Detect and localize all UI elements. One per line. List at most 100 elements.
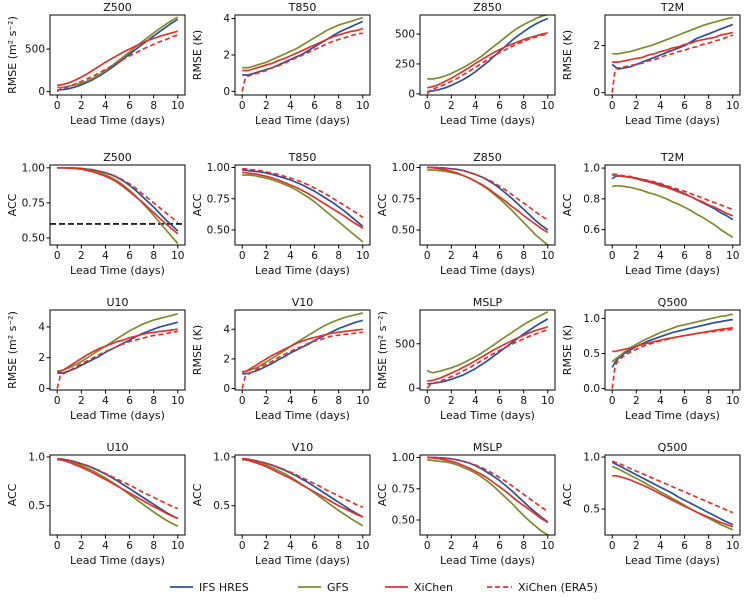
y-tick-label: 0.50 xyxy=(392,515,415,527)
series-line-gfs xyxy=(612,16,733,55)
series-group xyxy=(241,312,364,389)
series-line-xe xyxy=(242,458,364,508)
x-tick-label: 4 xyxy=(657,100,664,112)
plot-frame xyxy=(419,14,556,96)
x-tick-label: 6 xyxy=(681,395,688,407)
series-line-xe xyxy=(427,456,549,513)
panel-1: Z500 0 2 4 6 8 10 0 500 Lead Time (days) RMSE (m² … xyxy=(6,1,186,127)
plot-frame xyxy=(234,454,371,536)
series-line-xi xyxy=(427,456,549,524)
y-tick-label: 1.00 xyxy=(207,162,230,174)
series-line-xe xyxy=(611,460,734,514)
x-tick-label: 4 xyxy=(472,100,479,112)
x-tick-label: 2 xyxy=(448,250,455,262)
y-axis-label: RMSE (m² s⁻²) xyxy=(6,311,19,389)
panel-title: U10 xyxy=(106,296,128,309)
panel-title: Z850 xyxy=(473,151,502,164)
panel-16: Q500 0 2 4 6 8 10 0.5 1.0 Lead Time (days) ACC xyxy=(561,441,741,567)
x-tick-label: 2 xyxy=(78,540,85,552)
y-tick-label: 1.0 xyxy=(28,451,45,463)
x-tick-label: 8 xyxy=(705,100,712,112)
series-group xyxy=(426,15,549,95)
x-tick-label: 0 xyxy=(239,100,246,112)
legend-entry-gfs: GFS xyxy=(298,581,349,594)
panel-title: Z500 xyxy=(103,151,132,164)
x-tick-label: 2 xyxy=(448,100,455,112)
y-tick-label: 0.75 xyxy=(207,193,230,205)
series-group xyxy=(611,313,733,389)
series-line-xi xyxy=(56,328,178,374)
series-line-gfs xyxy=(57,16,179,89)
panel-title: Z500 xyxy=(103,1,132,14)
x-axis-label: Lead Time (days) xyxy=(625,554,720,567)
chart-grid: Z500 0 2 4 6 8 10 0 500 Lead Time (days) RMSE (m² … xyxy=(6,1,741,567)
x-tick-label: 2 xyxy=(78,100,85,112)
series-line-gfs xyxy=(242,16,364,69)
x-tick-label: 0 xyxy=(239,250,246,262)
x-tick-label: 6 xyxy=(126,100,133,112)
panel-title: Q500 xyxy=(658,441,688,454)
y-tick-label: 0 xyxy=(223,383,230,395)
x-tick-label: 2 xyxy=(448,540,455,552)
panel-title: MSLP xyxy=(473,296,503,309)
y-tick-label: 0.75 xyxy=(392,483,415,495)
panel-title: T2M xyxy=(660,1,684,14)
y-axis-label: ACC xyxy=(6,483,19,506)
series-line-ifs xyxy=(57,18,179,91)
x-tick-label: 6 xyxy=(496,540,503,552)
series-group xyxy=(56,16,179,93)
y-tick-label: 0.50 xyxy=(207,225,230,237)
panel-12: Q500 0 2 4 6 8 10 0.0 0.5 1.0 Lead Time (days) RMSE… xyxy=(561,296,741,422)
y-tick-label: 1.0 xyxy=(213,451,230,463)
series-line-ifs xyxy=(427,318,549,385)
x-tick-label: 8 xyxy=(150,100,157,112)
x-tick-label: 8 xyxy=(705,395,712,407)
series-group xyxy=(241,16,364,92)
x-tick-label: 2 xyxy=(263,250,270,262)
y-tick-label: 0.75 xyxy=(392,193,415,205)
y-tick-label: 0.5 xyxy=(583,504,600,516)
y-tick-label: 0.8 xyxy=(583,193,600,205)
panel-13: U10 0 2 4 6 8 10 0.5 1.0 Lead Time (days) ACC xyxy=(6,441,186,567)
x-tick-label: 6 xyxy=(496,100,503,112)
y-tick-label: 0 xyxy=(38,383,45,395)
x-tick-label: 10 xyxy=(171,540,184,552)
x-tick-label: 2 xyxy=(263,540,270,552)
x-tick-label: 6 xyxy=(681,100,688,112)
x-tick-label: 4 xyxy=(287,250,294,262)
series-line-ifs xyxy=(427,456,549,523)
panel-title: Z850 xyxy=(473,1,502,14)
series-line-xe xyxy=(426,33,548,95)
x-tick-label: 10 xyxy=(541,250,554,262)
plot-frame xyxy=(604,164,741,246)
series-line-gfs xyxy=(427,459,549,535)
legend: IFS HRES GFS XiChen XiChen (ERA5) xyxy=(170,581,598,594)
x-tick-label: 4 xyxy=(287,540,294,552)
series-line-gfs xyxy=(57,459,179,527)
x-tick-label: 2 xyxy=(78,395,85,407)
x-tick-label: 2 xyxy=(78,250,85,262)
plot-frame xyxy=(49,454,186,536)
panel-title: V10 xyxy=(292,296,314,309)
legend-label-xichen: XiChen xyxy=(414,581,453,594)
x-tick-label: 0 xyxy=(609,250,616,262)
series-line-ifs xyxy=(611,461,734,526)
series-line-ifs xyxy=(57,458,179,520)
y-axis-label: ACC xyxy=(6,193,19,216)
series-line-gfs xyxy=(57,166,179,245)
legend-entry-xichen-era5: XiChen (ERA5) xyxy=(487,581,598,594)
plot-frame xyxy=(604,309,741,391)
series-group xyxy=(242,458,364,527)
y-axis-label: RMSE (K) xyxy=(561,30,574,80)
series-line-ifs xyxy=(242,319,364,375)
x-tick-label: 6 xyxy=(496,250,503,262)
series-line-xe xyxy=(426,328,549,389)
series-line-xi xyxy=(57,458,179,520)
x-axis-label: Lead Time (days) xyxy=(625,114,720,127)
panel-11: MSLP 0 2 4 6 8 10 0 500 Lead Time (days) RMSE (m² … xyxy=(376,296,556,422)
panel-title: Q500 xyxy=(658,296,688,309)
plot-frame xyxy=(234,164,371,246)
y-axis-label: ACC xyxy=(376,193,389,216)
plot-frame xyxy=(419,454,556,536)
series-line-xe xyxy=(242,167,364,219)
